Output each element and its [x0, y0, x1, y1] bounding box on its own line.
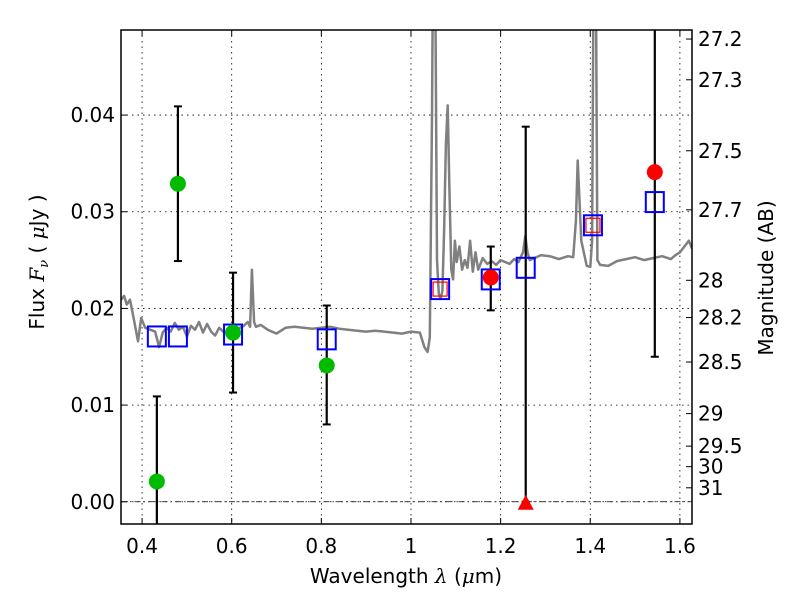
model-square-marker	[146, 325, 167, 348]
data-layer	[121, 30, 692, 524]
data-point	[318, 357, 335, 374]
x-axis-label: Wavelength λ (μm)	[310, 564, 502, 588]
data-point	[169, 175, 186, 192]
x-tick-label: 0.8	[305, 534, 337, 558]
model-square-marker	[167, 325, 188, 348]
model-square-marker	[430, 278, 451, 301]
y2-tick-label: 27.5	[698, 139, 743, 163]
model-square-marker	[223, 323, 244, 346]
x-tick-label: 1	[405, 534, 418, 558]
data-point	[148, 473, 165, 490]
y2-tick-label: 27.2	[698, 27, 743, 51]
model-square-marker	[316, 328, 337, 351]
model-square-marker	[480, 268, 501, 291]
y2-tick-label: 28	[698, 268, 723, 292]
x-tick-label: 0.6	[216, 534, 248, 558]
spectrum-line	[121, 30, 692, 354]
ticks: 0.4 0.6 0.8 1 1.2 1.4 1.6 0.00 0.01 0.02 0.03 0.04 2…	[70, 27, 742, 558]
x-tick-label: 1.4	[574, 534, 606, 558]
model-square-marker	[644, 191, 665, 214]
y-axis-label: Flux Fν ( μJy )	[25, 194, 52, 329]
model-square-marker	[582, 214, 603, 237]
upper-limit-marker	[517, 494, 534, 510]
inner-square-marker	[432, 281, 448, 297]
y2-tick-label: 29.5	[698, 434, 743, 458]
x-tick-label: 1.6	[664, 534, 696, 558]
model-square-marker	[515, 256, 536, 279]
y-tick-label: 0.01	[70, 393, 115, 417]
y-tick-label: 0.00	[70, 490, 115, 514]
y2-tick-label: 30	[698, 455, 723, 479]
y-tick-label: 0.03	[70, 200, 115, 224]
y2-tick-label: 28.5	[698, 350, 743, 374]
y-tick-label: 0.04	[70, 103, 115, 127]
data-point	[482, 269, 499, 286]
data-point	[646, 164, 663, 181]
y2-tick-label: 31	[698, 476, 723, 500]
y2-tick-label: 28.2	[698, 306, 743, 330]
data-point	[225, 324, 242, 341]
y2-tick-label: 29	[698, 402, 723, 426]
y2-tick-label: 27.7	[698, 198, 743, 222]
x-tick-label: 0.4	[126, 534, 158, 558]
y-tick-label: 0.02	[70, 296, 115, 320]
inner-square-marker	[585, 217, 601, 233]
plot-frame	[120, 29, 693, 525]
grid	[121, 30, 692, 524]
y2-tick-label: 27.3	[698, 68, 743, 92]
y2-axis-label: Magnitude (AB)	[754, 200, 778, 355]
x-tick-label: 1.2	[485, 534, 517, 558]
